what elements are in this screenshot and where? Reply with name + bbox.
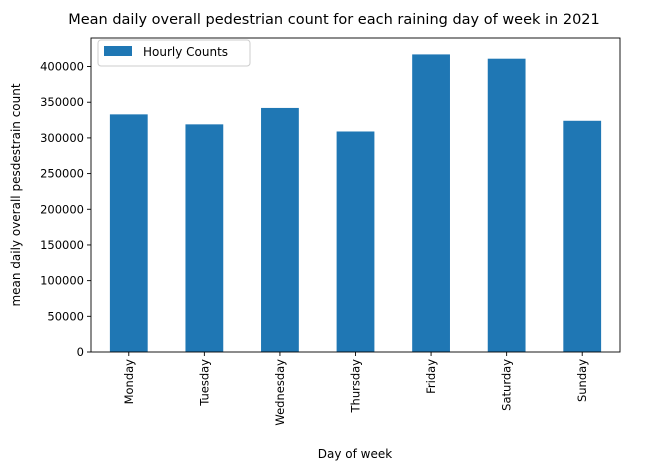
- bars-group: [109, 54, 602, 352]
- y-tick-label-400000: 400000: [40, 60, 84, 74]
- legend-label-hourly-counts: Hourly Counts: [143, 45, 228, 59]
- y-tick-label-100000: 100000: [40, 274, 84, 288]
- bar-tuesday: [185, 124, 224, 352]
- x-tick-label-sunday: Sunday: [575, 359, 589, 402]
- bar-wednesday: [261, 107, 299, 352]
- legend-frame: [97, 39, 251, 67]
- x-tick-label-saturday: Saturday: [500, 359, 514, 411]
- x-axis: Monday Tuesday Wednesday Thursday Friday Satu…: [122, 352, 589, 426]
- chart-title: Mean daily overall pedestrian count for …: [68, 12, 600, 28]
- legend-swatch-hourly-counts: [104, 46, 132, 56]
- x-tick-label-tuesday: Tuesday: [197, 359, 211, 407]
- y-axis: 0 50000 100000 150000 200000 250000 300000 3500…: [40, 60, 91, 359]
- y-axis-label: mean daily overall pesdestrain count: [9, 83, 23, 306]
- y-tick-label-350000: 350000: [40, 95, 84, 109]
- y-tick-label-250000: 250000: [40, 167, 84, 181]
- bar-sunday: [563, 120, 602, 352]
- y-tick-label-50000: 50000: [47, 309, 84, 323]
- y-tick-label-300000: 300000: [40, 131, 84, 145]
- y-tick-label-200000: 200000: [40, 202, 84, 216]
- legend: Hourly Counts: [97, 39, 251, 67]
- y-tick-label-150000: 150000: [40, 238, 84, 252]
- bar-thursday: [336, 131, 375, 352]
- bar-friday: [412, 54, 450, 352]
- x-tick-label-friday: Friday: [424, 359, 438, 394]
- x-tick-label-monday: Monday: [122, 359, 136, 405]
- x-tick-label-wednesday: Wednesday: [273, 359, 287, 426]
- bar-saturday: [487, 58, 526, 352]
- x-axis-label: Day of week: [318, 447, 392, 461]
- y-tick-label-0: 0: [77, 345, 84, 359]
- x-tick-label-thursday: Thursday: [349, 359, 363, 414]
- bar-monday: [109, 114, 148, 352]
